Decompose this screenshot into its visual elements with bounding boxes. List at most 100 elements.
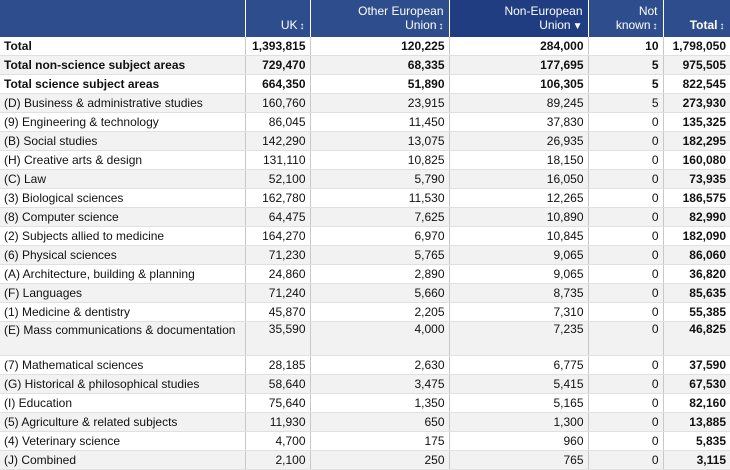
table-row: (F) Languages 71,240 5,660 8,735 0 85,635 — [0, 283, 730, 303]
other-eu-value: 1,350 — [310, 393, 450, 413]
not-known-value: 10 — [588, 37, 664, 56]
row-label: (6) Physical sciences — [0, 245, 246, 265]
row-label: (F) Languages — [0, 283, 246, 303]
not-known-value: 0 — [588, 264, 664, 284]
header-row: UK ↕ Other European Union ↕ Non-European U… — [0, 0, 730, 37]
uk-value: 64,475 — [245, 207, 311, 227]
table-row: (7) Mathematical sciences 28,185 2,630 6,77… — [0, 355, 730, 375]
non-eu-value: 7,235 — [449, 321, 589, 356]
non-eu-value: 16,050 — [449, 169, 589, 189]
other-eu-value: 13,075 — [310, 131, 450, 151]
other-eu-value: 250 — [310, 450, 450, 470]
other-eu-value: 2,630 — [310, 355, 450, 375]
uk-value: 142,290 — [245, 131, 311, 151]
non-eu-value: 10,845 — [449, 226, 589, 246]
row-label: (5) Agriculture & related subjects — [0, 412, 246, 432]
other-eu-value: 4,000 — [310, 321, 450, 356]
total-value: 160,080 — [663, 150, 730, 170]
non-eu-value: 284,000 — [449, 37, 589, 56]
not-known-value: 0 — [588, 450, 664, 470]
sort-icon: ↕ — [719, 21, 725, 32]
table-row: (E) Mass communications & documentation 3… — [0, 321, 730, 356]
uk-value: 24,860 — [245, 264, 311, 284]
total-value: 822,545 — [663, 74, 730, 94]
table-row: (I) Education 75,640 1,350 5,165 0 82,160 — [0, 393, 730, 413]
total-value: 37,590 — [663, 355, 730, 375]
other-eu-value: 51,890 — [310, 74, 450, 94]
header-not-known[interactable]: Not known ↕ — [588, 0, 664, 37]
row-label: (E) Mass communications & documentation — [0, 321, 246, 356]
uk-value: 71,240 — [245, 283, 311, 303]
header-total[interactable]: Total ↕ — [663, 0, 730, 37]
table-row: Total 1,393,815 120,225 284,000 10 1,798,050 — [0, 37, 730, 56]
total-value: 186,575 — [663, 188, 730, 208]
table-row: Total non-science subject areas 729,470 68… — [0, 55, 730, 75]
header-non-eu[interactable]: Non-European Union ▼ — [449, 0, 589, 37]
total-value: 1,798,050 — [663, 37, 730, 56]
header-uk[interactable]: UK ↕ — [245, 0, 311, 37]
table-row: (8) Computer science 64,475 7,625 10,890 0 82… — [0, 207, 730, 227]
not-known-value: 5 — [588, 93, 664, 113]
non-eu-value: 18,150 — [449, 150, 589, 170]
other-eu-value: 5,790 — [310, 169, 450, 189]
total-value: 273,930 — [663, 93, 730, 113]
uk-value: 45,870 — [245, 302, 311, 322]
row-label: (H) Creative arts & design — [0, 150, 246, 170]
total-value: 73,935 — [663, 169, 730, 189]
other-eu-value: 2,890 — [310, 264, 450, 284]
not-known-value: 0 — [588, 150, 664, 170]
header-uk-label: UK — [280, 18, 298, 32]
total-value: 85,635 — [663, 283, 730, 303]
table-row: (1) Medicine & dentistry 45,870 2,205 7,310… — [0, 302, 730, 322]
table-row: (G) Historical & philosophical studies 58… — [0, 374, 730, 394]
uk-value: 35,590 — [245, 321, 311, 356]
row-label: (I) Education — [0, 393, 246, 413]
uk-value: 86,045 — [245, 112, 311, 132]
not-known-value: 0 — [588, 321, 664, 356]
non-eu-value: 37,830 — [449, 112, 589, 132]
sort-icon: ↕ — [652, 21, 658, 32]
row-label: (B) Social studies — [0, 131, 246, 151]
non-eu-value: 6,775 — [449, 355, 589, 375]
row-label: (4) Veterinary science — [0, 431, 246, 451]
row-label: (8) Computer science — [0, 207, 246, 227]
non-eu-value: 10,890 — [449, 207, 589, 227]
not-known-value: 0 — [588, 355, 664, 375]
non-eu-value: 1,300 — [449, 412, 589, 432]
total-value: 55,385 — [663, 302, 730, 322]
header-label — [0, 0, 246, 37]
other-eu-value: 68,335 — [310, 55, 450, 75]
not-known-value: 0 — [588, 302, 664, 322]
other-eu-value: 23,915 — [310, 93, 450, 113]
uk-value: 131,110 — [245, 150, 311, 170]
header-other-eu-line2: Union — [405, 18, 437, 32]
row-label: (2) Subjects allied to medicine — [0, 226, 246, 246]
table-row: (6) Physical sciences 71,230 5,765 9,065 0 86… — [0, 245, 730, 265]
header-non-eu-line1: Non-European — [504, 4, 583, 18]
row-label: (C) Law — [0, 169, 246, 189]
non-eu-value: 765 — [449, 450, 589, 470]
table-row: Total science subject areas 664,350 51,890… — [0, 74, 730, 94]
header-other-eu-line1: Other European — [358, 4, 444, 18]
table-row: (C) Law 52,100 5,790 16,050 0 73,935 — [0, 169, 730, 189]
non-eu-value: 960 — [449, 431, 589, 451]
other-eu-value: 650 — [310, 412, 450, 432]
table-row: (D) Business & administrative studies 160… — [0, 93, 730, 113]
row-label: Total non-science subject areas — [0, 55, 246, 75]
table-row: (2) Subjects allied to medicine 164,270 6,… — [0, 226, 730, 246]
sort-icon: ↕ — [299, 21, 305, 32]
header-not-known-line2: known — [615, 18, 651, 32]
uk-value: 58,640 — [245, 374, 311, 394]
total-value: 82,990 — [663, 207, 730, 227]
total-value: 82,160 — [663, 393, 730, 413]
uk-value: 162,780 — [245, 188, 311, 208]
not-known-value: 0 — [588, 283, 664, 303]
total-value: 182,090 — [663, 226, 730, 246]
uk-value: 729,470 — [245, 55, 311, 75]
non-eu-value: 5,165 — [449, 393, 589, 413]
non-eu-value: 177,695 — [449, 55, 589, 75]
other-eu-value: 120,225 — [310, 37, 450, 56]
header-other-eu[interactable]: Other European Union ↕ — [310, 0, 450, 37]
non-eu-value: 9,065 — [449, 264, 589, 284]
